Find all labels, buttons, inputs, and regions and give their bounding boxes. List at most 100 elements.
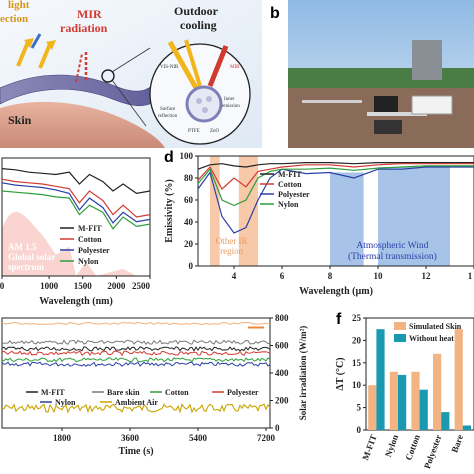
other-ir-band-1 (210, 156, 220, 266)
bar-simulated-skin (411, 371, 420, 430)
x-tick-label: 2500 (132, 281, 151, 291)
y-tick-label: 15 (352, 358, 362, 368)
x-tick-label: 4 (232, 271, 237, 281)
category-label: Nylon (383, 433, 400, 458)
series-line-polyester (1, 182, 151, 224)
x-tick-label: 6 (280, 271, 285, 281)
panel-b-photo: b (262, 0, 474, 148)
temperature-trace-chart: M-FIT Bare skin Cotton Polyester Nylon Ambien… (1, 313, 308, 457)
delta-t-bar-chart: f M-FIT Nylon Cotton Polyester Bare Simulated … (335, 311, 474, 470)
x-tick-label: 5400 (189, 433, 208, 443)
y2-tick-label: 800 (275, 313, 289, 323)
x-tick-label: 1500 (74, 281, 93, 291)
zoom-solar-beam (167, 40, 199, 90)
y-tick-label: 0 (189, 261, 194, 271)
y-axis-label: Emissivity (%) (164, 179, 175, 243)
legend-label: Without heat (409, 334, 454, 343)
x-axis-label: Wavelength (nm) (39, 296, 113, 307)
series-line-nylon (197, 165, 474, 207)
y-tick-label: 5 (357, 403, 362, 413)
legend-label-m-fit: M-FIT (278, 170, 302, 179)
legend-swatch (394, 334, 406, 342)
mir-arrows (75, 50, 88, 83)
series-line-cotton (1, 178, 151, 218)
solar-irradiation-line (1, 321, 271, 326)
zoom-solar-beam-2 (184, 39, 202, 87)
y-tick-label: 20 (352, 335, 362, 345)
y-tick-label: 0 (357, 425, 362, 435)
spectrum-label-line: spectrum (8, 262, 44, 272)
series-line-polyester (1, 350, 271, 357)
y-tick-label: 100 (180, 151, 194, 161)
x-tick-label: 1000 (40, 281, 59, 291)
plot-frame-c (1, 157, 151, 277)
bar-simulated-skin (389, 371, 398, 430)
zoom-mir-beam (207, 45, 229, 87)
y-tick-label: 10 (352, 380, 362, 390)
spectrum-label-line: Global solar (8, 252, 55, 262)
x-tick-label: 3600 (121, 433, 140, 443)
series-line-m-fit (197, 162, 474, 170)
y-tick-label: 80 (184, 173, 194, 183)
solar-arrows (16, 33, 56, 69)
legend-label-nylon: Nylon (278, 200, 299, 209)
x-tick-label: 1 (468, 271, 473, 281)
bar-simulated-skin (433, 353, 442, 430)
legend-label: Simulated Skin (409, 322, 462, 331)
legend-label: Nylon (55, 398, 76, 407)
x-tick-label: 10 (374, 271, 384, 281)
y2-tick-label: 400 (275, 368, 289, 378)
y-tick-label: 60 (184, 195, 194, 205)
atmospheric-window-2 (378, 167, 450, 266)
tree-line (288, 68, 474, 88)
outdoor-test-photo: b (262, 0, 474, 148)
visnir-label: VIS-NIR (160, 65, 179, 70)
bar-simulated-skin (454, 329, 463, 430)
category-label: M-FIT (360, 433, 378, 461)
atm-window-label: Atmospheric Wind (356, 241, 428, 251)
legend-label: Polyester (227, 388, 259, 397)
series-line-cotton (197, 163, 474, 190)
series-line-polyester (197, 166, 474, 234)
x-axis-label: Wavelength (µm) (299, 286, 373, 297)
zoom-line-top (111, 47, 151, 73)
series-line-nylon (1, 361, 271, 367)
ptfe-label: PTFE (188, 129, 200, 134)
series-line-cotton (1, 357, 271, 363)
x-axis-label: Time (s) (118, 446, 153, 457)
panel-c-chart: M-FIT Cotton Polyester Nylon AM 1.5 Global so… (0, 148, 160, 308)
panel-b-label: b (270, 5, 280, 22)
railing (302, 100, 362, 103)
y2-tick-label: 600 (275, 341, 289, 351)
panel-a-illustration: light ection MIR radiation Outdoor cooli… (0, 0, 262, 148)
panel-f-chart: f M-FIT Nylon Cotton Polyester Bare Simulated … (334, 308, 474, 474)
mir-small-label: MIR (230, 65, 240, 70)
series-line-m-fit (1, 346, 271, 352)
series-line-bare-skin (1, 339, 271, 345)
y2-axis-label: Solar irradiation (W/m²) (298, 326, 308, 421)
radiative-cooling-schematic: light ection MIR radiation Outdoor cooli… (0, 0, 262, 148)
legend-label-cotton: Cotton (78, 235, 102, 244)
legend-label: Ambient Air (115, 398, 158, 407)
y2-tick-label: 0 (275, 423, 280, 433)
plot-frame-e (1, 317, 271, 429)
category-label: Bare (449, 433, 465, 454)
zoom-line-bottom (111, 79, 147, 127)
y-tick-label: 20 (184, 239, 194, 249)
x-tick-label: 8 (328, 271, 333, 281)
other-ir-band-2 (238, 156, 258, 266)
series-line-ambient-air (1, 403, 271, 414)
outdoor-label: Outdoor (174, 4, 219, 18)
series-line-nylon (1, 190, 151, 230)
reflection-label: reflection (158, 114, 178, 119)
skin-label: Skin (8, 113, 32, 127)
solar-label-2: ection (0, 13, 28, 25)
zno-label: ZnO (210, 129, 220, 134)
y-tick-label: 25 (352, 313, 362, 323)
x-tick-label: 1800 (53, 433, 72, 443)
other-ir-label: Other IR (216, 236, 248, 246)
bar-without-heat (419, 389, 428, 430)
spectrum-label-line: AM 1.5 (8, 242, 37, 252)
panel-e-chart: M-FIT Bare skin Cotton Polyester Nylon Ambien… (0, 308, 334, 474)
